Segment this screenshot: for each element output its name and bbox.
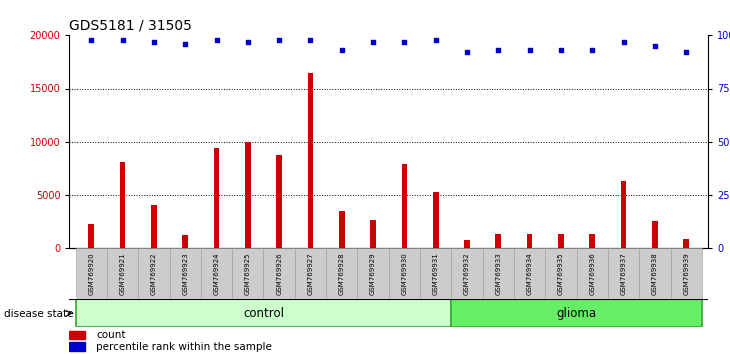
Bar: [201, 248, 232, 299]
Bar: [295, 248, 326, 299]
Bar: [589, 234, 595, 248]
Bar: [264, 248, 295, 299]
Bar: [608, 248, 639, 299]
Text: GSM769920: GSM769920: [88, 252, 94, 295]
Point: [618, 39, 629, 45]
Bar: [76, 248, 107, 299]
Bar: [451, 299, 702, 327]
Bar: [339, 211, 345, 248]
Text: GSM769937: GSM769937: [620, 252, 626, 295]
Point: [367, 39, 379, 45]
Text: GSM769928: GSM769928: [339, 252, 345, 295]
Bar: [120, 162, 126, 248]
Text: GSM769939: GSM769939: [683, 252, 689, 295]
Text: GSM769932: GSM769932: [464, 252, 470, 295]
Point: [461, 50, 473, 55]
Bar: [514, 248, 545, 299]
Bar: [483, 248, 514, 299]
Bar: [76, 299, 451, 327]
Text: GSM769934: GSM769934: [526, 252, 533, 295]
Text: GSM769927: GSM769927: [307, 252, 313, 295]
Bar: [214, 148, 219, 248]
Text: GSM769929: GSM769929: [370, 252, 376, 295]
Text: GSM769926: GSM769926: [276, 252, 282, 295]
Point: [399, 39, 410, 45]
Text: percentile rank within the sample: percentile rank within the sample: [96, 342, 272, 352]
Bar: [671, 248, 702, 299]
Bar: [683, 239, 689, 248]
Bar: [370, 220, 376, 248]
Bar: [245, 142, 250, 248]
Bar: [107, 248, 138, 299]
Bar: [151, 205, 157, 248]
Text: GSM769933: GSM769933: [496, 252, 502, 295]
Bar: [88, 224, 94, 248]
Text: GSM769922: GSM769922: [151, 252, 157, 295]
Text: GSM769931: GSM769931: [433, 252, 439, 295]
Bar: [464, 240, 470, 248]
Point: [273, 37, 285, 42]
Text: GSM769935: GSM769935: [558, 252, 564, 295]
Bar: [138, 248, 169, 299]
Point: [242, 39, 253, 45]
Bar: [496, 234, 501, 248]
Bar: [527, 234, 532, 248]
Bar: [326, 248, 358, 299]
Bar: [232, 248, 264, 299]
Point: [211, 37, 223, 42]
Text: control: control: [243, 307, 284, 320]
Bar: [620, 181, 626, 248]
Bar: [420, 248, 451, 299]
Text: glioma: glioma: [556, 307, 596, 320]
Point: [524, 47, 536, 53]
Text: count: count: [96, 330, 126, 340]
Point: [117, 37, 128, 42]
Bar: [558, 234, 564, 248]
Bar: [182, 235, 188, 248]
Bar: [389, 248, 420, 299]
Text: GSM769938: GSM769938: [652, 252, 658, 295]
Bar: [69, 331, 85, 339]
Point: [180, 41, 191, 47]
Bar: [358, 248, 389, 299]
Point: [586, 47, 598, 53]
Point: [148, 39, 160, 45]
Point: [336, 47, 347, 53]
Bar: [69, 342, 85, 351]
Bar: [652, 221, 658, 248]
Bar: [451, 248, 483, 299]
Point: [430, 37, 442, 42]
Bar: [307, 73, 313, 248]
Point: [493, 47, 504, 53]
Text: GSM769936: GSM769936: [589, 252, 595, 295]
Bar: [639, 248, 671, 299]
Point: [680, 50, 692, 55]
Text: GSM769930: GSM769930: [402, 252, 407, 295]
Text: GSM769924: GSM769924: [213, 252, 220, 295]
Text: GSM769925: GSM769925: [245, 252, 251, 295]
Bar: [277, 155, 282, 248]
Bar: [402, 164, 407, 248]
Text: disease state: disease state: [4, 309, 73, 319]
Point: [555, 47, 566, 53]
Point: [85, 37, 97, 42]
Point: [649, 43, 661, 49]
Bar: [577, 248, 608, 299]
Bar: [169, 248, 201, 299]
Text: GSM769923: GSM769923: [182, 252, 188, 295]
Point: [304, 37, 316, 42]
Bar: [545, 248, 577, 299]
Text: GSM769921: GSM769921: [120, 252, 126, 295]
Text: GDS5181 / 31505: GDS5181 / 31505: [69, 18, 192, 32]
Bar: [433, 192, 439, 248]
